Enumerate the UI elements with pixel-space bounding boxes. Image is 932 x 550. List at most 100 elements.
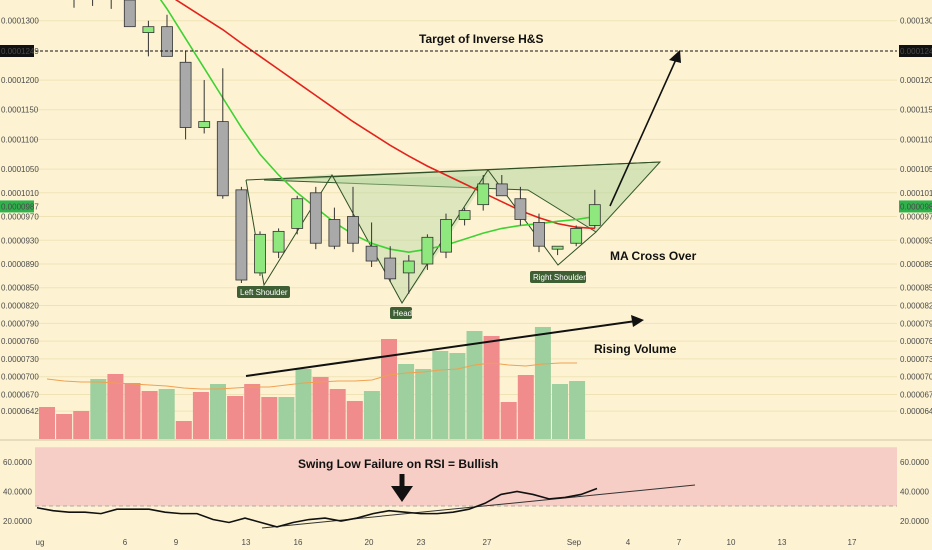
ma-cross-label: MA Cross Over xyxy=(610,249,697,263)
volume-bar xyxy=(312,377,329,439)
price-tick-label: 0.0000730 xyxy=(1,355,39,364)
candle xyxy=(588,189,601,229)
candle-body xyxy=(533,222,545,247)
volume-bar xyxy=(56,414,73,439)
candle-body xyxy=(347,216,359,244)
candle-body xyxy=(123,0,136,28)
candle xyxy=(123,0,136,28)
price-tick-label: 0.0000820 xyxy=(1,302,39,311)
candle xyxy=(161,14,173,57)
candlesticks xyxy=(73,0,601,294)
price-tick-label: 0.0001150 xyxy=(900,106,932,115)
volume-bar xyxy=(346,401,363,439)
time-tick-label: 13 xyxy=(778,538,787,547)
time-tick-label: Sep xyxy=(567,538,582,547)
volume-bar xyxy=(39,407,55,439)
right-shoulder-tag: Right Shoulder xyxy=(530,271,586,283)
price-tick-highlight xyxy=(0,45,34,57)
rsi-tick-label: 60.0000 xyxy=(900,458,929,467)
time-axis: ug 6 9 13 16 20 23 27 Sep 4 7 10 13 17 xyxy=(36,538,857,547)
candle-body xyxy=(272,230,285,253)
price-tick-label: 0.0000670 xyxy=(1,391,39,400)
candle xyxy=(458,207,471,226)
candle xyxy=(142,20,155,57)
volume-bar xyxy=(192,392,209,439)
volume-bar xyxy=(500,402,517,439)
candle xyxy=(254,231,266,276)
candle xyxy=(347,186,359,253)
volume-bar xyxy=(363,391,380,439)
rsi-line xyxy=(36,487,598,528)
candle-body xyxy=(328,219,341,247)
candle xyxy=(402,255,415,294)
time-tick-label: 27 xyxy=(483,538,492,547)
time-tick-label: 7 xyxy=(677,538,682,547)
candle xyxy=(421,234,434,270)
time-tick-label: 17 xyxy=(848,538,857,547)
price-tick-label: 0.0000970 xyxy=(1,213,39,222)
price-tick-label: 0.0001300 xyxy=(900,17,932,26)
volume-bar xyxy=(244,384,261,439)
rsi-axis: 60.0000 60.0000 40.0000 40.0000 20.0000 20.00… xyxy=(3,458,929,526)
volume-bar xyxy=(124,383,141,439)
volume-moving-average-line xyxy=(46,362,578,390)
candle-body xyxy=(198,121,211,128)
svg-text:Head: Head xyxy=(393,309,412,318)
candle-body xyxy=(495,183,508,197)
candle-body xyxy=(161,26,173,57)
candle xyxy=(198,80,211,134)
price-axis-left: 0.0001300 0.0001249 0.0001200 0.0001150 0.00… xyxy=(0,17,39,416)
price-tick-label: 0.0000930 xyxy=(1,236,39,245)
price-tick-label: 0.0000700 xyxy=(1,373,39,382)
candle xyxy=(477,175,490,211)
price-gridlines xyxy=(35,20,897,412)
price-tick-label: 0.0001249 xyxy=(1,47,39,56)
candle xyxy=(514,186,527,226)
time-tick-label: 16 xyxy=(294,538,303,547)
volume-bar xyxy=(90,379,107,439)
rsi-tick-label: 60.0000 xyxy=(3,458,32,467)
candle-body xyxy=(477,183,490,206)
rsi-tick-label: 40.0000 xyxy=(900,488,929,497)
inverse-head-and-shoulders-pattern xyxy=(245,161,662,304)
price-tick-label: 0.0000730 xyxy=(900,355,932,364)
price-tick-label: 0.0000970 xyxy=(900,213,932,222)
price-tick-label: 0.0000890 xyxy=(1,260,39,269)
volume-bar xyxy=(158,389,175,439)
left-shoulder-tag: Left Shoulder xyxy=(237,286,290,298)
volume-bar xyxy=(449,353,466,439)
volume-bar xyxy=(107,374,124,439)
candle-body xyxy=(514,198,527,220)
pattern-left-shoulder-head-area xyxy=(264,174,488,303)
candle xyxy=(365,222,378,267)
candle-body xyxy=(421,236,434,265)
candle-body xyxy=(365,245,378,262)
candle xyxy=(92,0,94,6)
candle xyxy=(440,213,452,259)
price-tick-label: 0.0000642 xyxy=(1,407,39,416)
price-tick-label: 0.0001150 xyxy=(1,106,39,115)
rsi-tick-label: 20.0000 xyxy=(3,517,32,526)
candle xyxy=(272,228,285,259)
price-tick-label: 0.0000930 xyxy=(900,236,932,245)
rsi-tick-label: 40.0000 xyxy=(3,488,32,497)
volume-bar xyxy=(534,327,551,439)
candle-body xyxy=(179,61,192,128)
price-tick-label: 0.0000850 xyxy=(1,284,39,293)
time-tick-label: 9 xyxy=(174,538,179,547)
volume-bar xyxy=(329,389,346,439)
svg-text:Right Shoulder: Right Shoulder xyxy=(533,273,586,282)
price-tick-label: 0.0000850 xyxy=(900,284,932,293)
price-tick-label: 0.0001200 xyxy=(900,76,932,85)
candle xyxy=(179,50,192,140)
price-tick-label: 0.0001010 xyxy=(1,189,39,198)
candle xyxy=(570,225,583,247)
candle-body xyxy=(588,204,601,226)
time-tick-label: ug xyxy=(36,538,45,547)
price-tick-label: 0.0000670 xyxy=(900,391,932,400)
candle xyxy=(73,0,75,8)
candle-body xyxy=(402,260,415,274)
svg-text:Left Shoulder: Left Shoulder xyxy=(240,288,288,297)
price-tick-label: 0.0000790 xyxy=(900,319,932,328)
price-tick-label: 0.0001050 xyxy=(1,165,39,174)
